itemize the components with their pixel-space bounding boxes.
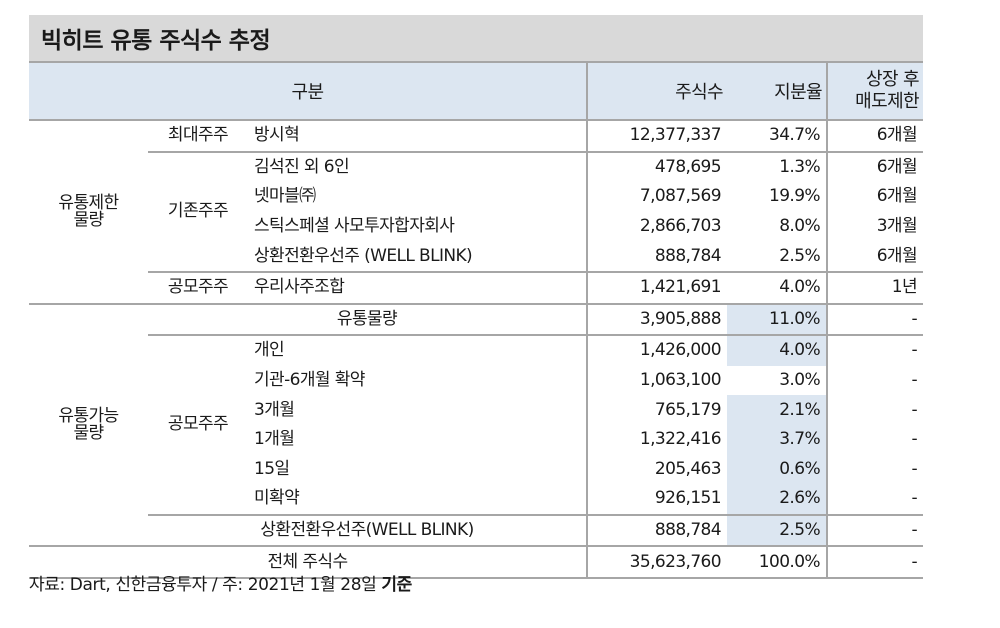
row-name: 기관-6개월 확약 [248, 365, 588, 396]
table-row: 기관-6개월 확약 1,063,100 3.0% - [29, 365, 923, 396]
table-frame: 빅히트 유통 주식수 추정 구분 주식수 지분율 상장 후 매도제한 유통제한 … [29, 15, 923, 579]
row-stake: 3.7% [727, 424, 828, 455]
row-stake: 34.7% [727, 120, 828, 153]
row-lockup: - [827, 303, 923, 337]
title-band: 빅히트 유통 주식수 추정 [29, 15, 923, 63]
row-stake: 0.6% [727, 454, 828, 485]
row-lockup: - [911, 458, 917, 479]
header-lockup-line1: 상장 후 [865, 68, 920, 90]
row-stake: 2.5% [727, 241, 828, 273]
row-stake: 8.0% [727, 211, 828, 242]
row-shares: 478,695 [654, 156, 722, 177]
source-text: 자료: Dart, 신한금융투자 / 주: 2021년 1월 28일 [29, 575, 382, 595]
source-note: 자료: Dart, 신한금융투자 / 주: 2021년 1월 28일 기준 [29, 570, 412, 595]
row-name: 미확약 [248, 484, 588, 516]
table-row: 유통가능 물량 유통물량 3,905,888 11.0% - [29, 303, 923, 548]
row-stake: 11.0% [727, 303, 828, 337]
row-name: 넷마블㈜ [248, 182, 588, 212]
header-lockup-line2: 매도제한 [855, 91, 919, 112]
row-lockup: 6개월 [827, 120, 923, 153]
table-row: 넷마블㈜ 7,087,569 19.9% 6개월 [29, 182, 923, 212]
row-name: 개인 [248, 335, 588, 366]
row-stake: 2.5% [727, 514, 828, 548]
table-row: 상환전환우선주(WELL BLINK) 888,784 2.5% - [29, 514, 923, 548]
sub-largest-shareholder: 최대주주 [148, 120, 248, 153]
table-row: 공모주주 개인 1,426,000 4.0% - [29, 335, 923, 516]
row-name: 15일 [248, 454, 588, 485]
row-stake-total: 100.0% [727, 546, 828, 579]
header-stake: 지분율 [727, 63, 828, 121]
row-lockup: - [911, 429, 917, 450]
row-stake: 2.1% [727, 395, 828, 425]
row-shares: 205,463 [654, 458, 722, 479]
row-shares: 765,179 [654, 399, 722, 420]
group-tradable: 유통가능 물량 [29, 303, 148, 548]
row-stake: 19.9% [727, 182, 828, 212]
row-stake: 2.6% [727, 484, 828, 516]
row-lockup: - [827, 484, 923, 516]
row-name: 1개월 [248, 424, 588, 455]
row-name: 김석진 외 6인 [248, 151, 588, 183]
row-name: 우리사주조합 [248, 271, 588, 305]
row-lockup: 1년 [827, 271, 923, 305]
row-lockup: - [911, 340, 917, 361]
row-lockup: - [827, 514, 923, 548]
source-basis: 기준 [381, 575, 412, 595]
row-name: 상환전환우선주 (WELL BLINK) [248, 241, 588, 273]
row-stake: 4.0% [727, 271, 828, 305]
row-shares: 7,087,569 [639, 186, 722, 207]
table-row: 3개월 765,179 2.1% - [29, 395, 923, 425]
sub-existing-shareholders: 기존주주 [148, 151, 248, 273]
row-lockup: - [911, 370, 917, 391]
header-row: 구분 주식수 지분율 상장 후 매도제한 [29, 63, 923, 121]
row-shares: 3,905,888 [587, 303, 727, 337]
row-name: 스틱스페셜 사모투자합자회사 [248, 211, 588, 242]
row-shares-total: 35,623,760 [587, 546, 727, 579]
table-row: 미확약 926,151 2.6% - [29, 484, 923, 516]
row-lockup: 3개월 [876, 216, 918, 237]
row-lockup: 6개월 [827, 241, 923, 273]
row-lockup: 6개월 [876, 156, 918, 177]
sub-ipo-shareholders: 공모주주 [148, 271, 248, 305]
row-name-float-total: 유통물량 [148, 303, 588, 337]
float-shares-table: 구분 주식수 지분율 상장 후 매도제한 유통제한 물량 최대주주 방시혁 12… [29, 63, 923, 579]
row-stake: 3.0% [727, 365, 828, 396]
row-shares: 1,426,000 [639, 340, 722, 361]
header-category: 구분 [29, 63, 588, 121]
table-row: 유통제한 물량 최대주주 방시혁 12,377,337 34.7% 6개월 [29, 120, 923, 305]
row-name: 3개월 [248, 395, 588, 425]
table-row: 기존주주 김석진 외 6인 478,695 1.3% 6개월 [29, 151, 923, 273]
table-row: 상환전환우선주 (WELL BLINK) 888,784 2.5% 6개월 [29, 241, 923, 273]
row-shares: 888,784 [587, 514, 727, 548]
row-shares: 1,421,691 [587, 271, 727, 305]
row-shares: 888,784 [587, 241, 727, 273]
table-row: 15일 205,463 0.6% - [29, 454, 923, 485]
row-shares: 2,866,703 [639, 216, 722, 237]
row-lockup: - [911, 399, 917, 420]
header-lockup: 상장 후 매도제한 [827, 63, 923, 121]
table-title: 빅히트 유통 주식수 추정 [41, 28, 271, 54]
row-shares: 12,377,337 [587, 120, 727, 153]
row-name-rcps: 상환전환우선주(WELL BLINK) [148, 514, 588, 548]
row-stake: 4.0% [727, 335, 828, 366]
row-name-total: 전체 주식수 [29, 546, 588, 579]
table-row: 스틱스페셜 사모투자합자회사 2,866,703 8.0% 3개월 [29, 211, 923, 242]
row-shares: 1,322,416 [639, 429, 722, 450]
row-shares: 1,063,100 [639, 370, 722, 391]
table-row: 공모주주 우리사주조합 1,421,691 4.0% 1년 [29, 271, 923, 305]
total-row: 전체 주식수 35,623,760 100.0% - [29, 546, 923, 579]
row-lockup: 6개월 [876, 186, 918, 207]
table-row: 1개월 1,322,416 3.7% - [29, 424, 923, 455]
row-lockup-total: - [827, 546, 923, 579]
header-shares: 주식수 [587, 63, 727, 121]
row-shares: 926,151 [587, 484, 727, 516]
row-stake: 1.3% [727, 151, 828, 183]
row-name: 방시혁 [248, 120, 588, 153]
group-restricted: 유통제한 물량 [29, 120, 148, 305]
sub-ipo-shareholders-tradable: 공모주주 [148, 335, 248, 516]
